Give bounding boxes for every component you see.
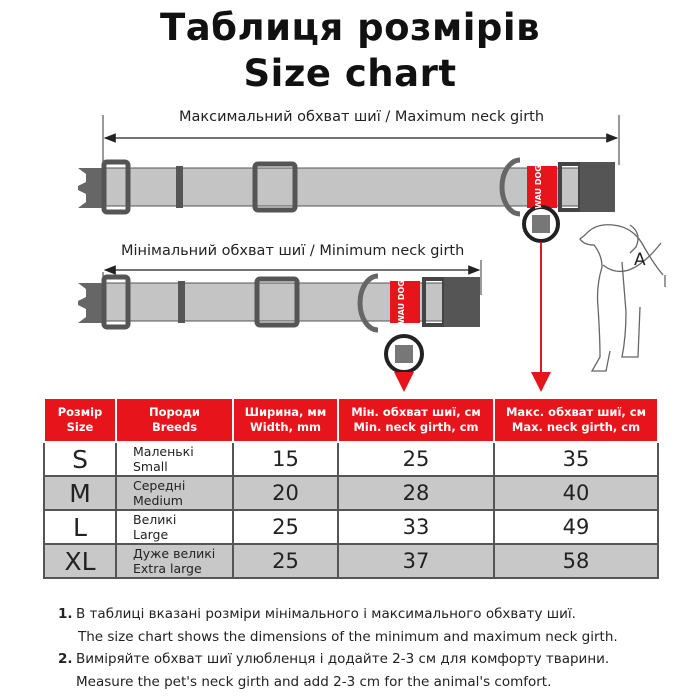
cell-size: S [43,441,117,477]
header-breeds: Породи Breeds [115,397,234,443]
table-row: XL Дуже великі Extra large 25 37 58 [43,543,659,579]
header-min-girth: Мін. обхват шиї, см Min. neck girth, cm [337,397,495,443]
cell-min-girth: 33 [337,509,495,545]
note-2-ua: 2. Виміряйте обхват шиї улюбленця і додай… [58,651,610,667]
cell-size: L [43,509,117,545]
header-width: Ширина, мм Width, mm [232,397,339,443]
cell-breed: Великі Large [115,509,234,545]
dog-girth-label: A [634,250,646,270]
cell-size: XL [43,543,117,579]
cell-width: 20 [232,475,339,511]
cell-breed: Маленькі Small [115,441,234,477]
cell-min-girth: 37 [337,543,495,579]
cell-breed: Дуже великі Extra large [115,543,234,579]
header-max-girth: Макс. обхват шиї, см Max. neck girth, cm [493,397,659,443]
collar-min [78,273,480,374]
cell-max-girth: 35 [493,441,659,477]
size-table: Розмір Size Породи Breeds Ширина, мм Width,… [43,397,659,579]
brand-tag-min: WAU DOG [397,280,406,324]
cell-width: 25 [232,543,339,579]
table-header: Розмір Size Породи Breeds Ширина, мм Width,… [43,397,659,443]
cell-min-girth: 28 [337,475,495,511]
collar-max [78,157,615,243]
collar-diagram: WAU DOG WAU DOG A [78,115,666,392]
cell-max-girth: 58 [493,543,659,579]
title-ua: Таблиця розмірів [159,6,541,49]
dog-illustration [579,224,666,372]
max-girth-label: Максимальний обхват шиї / Maximum neck g… [176,109,548,125]
brand-tag: WAU DOG [534,165,543,209]
min-girth-label: Мінімальний обхват шиї / Minimum neck gi… [118,243,468,259]
table-row: S Маленькі Small 15 25 35 [43,441,659,477]
notes: 1. В таблиці вказані розміри мінімального… [58,603,618,693]
cell-width: 15 [232,441,339,477]
cell-breed: Середні Medium [115,475,234,511]
table-row: M Середні Medium 20 28 40 [43,475,659,511]
cell-width: 25 [232,509,339,545]
cell-max-girth: 49 [493,509,659,545]
table-row: L Великі Large 25 33 49 [43,509,659,545]
cell-max-girth: 40 [493,475,659,511]
header-size: Розмір Size [43,397,117,443]
max-girth-dimension [102,115,620,165]
cell-size: M [43,475,117,511]
cell-min-girth: 25 [337,441,495,477]
title-en: Size chart [243,52,457,95]
note-1-ua: 1. В таблиці вказані розміри мінімального… [58,606,576,622]
note-1-en: The size chart shows the dimensions of t… [78,628,618,645]
note-2-en: Measure the pet's neck girth and add 2-3… [76,673,552,690]
